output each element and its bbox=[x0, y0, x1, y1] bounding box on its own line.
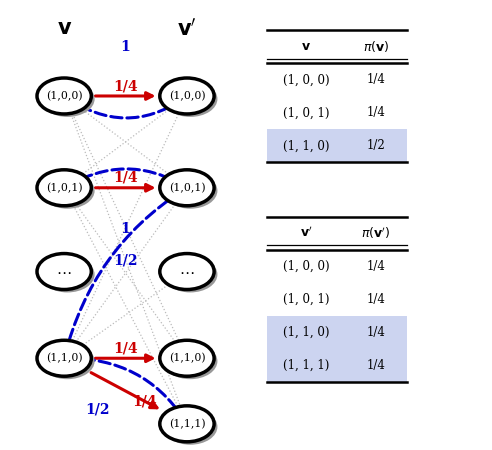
Text: (1, 1, 0): (1, 1, 0) bbox=[283, 325, 330, 338]
Text: (1, 0, 0): (1, 0, 0) bbox=[283, 260, 330, 273]
Ellipse shape bbox=[40, 256, 94, 292]
Ellipse shape bbox=[37, 340, 92, 376]
Bar bbox=[267, 315, 406, 348]
Ellipse shape bbox=[160, 170, 214, 206]
Text: 1/4: 1/4 bbox=[113, 342, 138, 356]
Ellipse shape bbox=[40, 173, 94, 209]
Ellipse shape bbox=[163, 173, 217, 209]
Text: 1/4: 1/4 bbox=[367, 106, 385, 119]
Text: (1,0,0): (1,0,0) bbox=[169, 91, 205, 101]
Text: 1/4: 1/4 bbox=[113, 79, 138, 93]
Text: 1/2: 1/2 bbox=[367, 140, 385, 153]
Text: 1: 1 bbox=[121, 222, 130, 236]
Text: $\cdots$: $\cdots$ bbox=[57, 264, 72, 279]
Ellipse shape bbox=[163, 81, 217, 117]
Text: $\pi(\mathbf{v}')$: $\pi(\mathbf{v}')$ bbox=[361, 225, 391, 241]
Text: 1/2: 1/2 bbox=[85, 402, 109, 416]
Ellipse shape bbox=[163, 343, 217, 379]
Text: (1,0,0): (1,0,0) bbox=[46, 91, 83, 101]
Ellipse shape bbox=[37, 78, 92, 114]
Text: 1/2: 1/2 bbox=[113, 254, 138, 268]
Ellipse shape bbox=[163, 409, 217, 445]
Ellipse shape bbox=[37, 253, 92, 289]
Text: 1/4: 1/4 bbox=[367, 325, 385, 338]
Ellipse shape bbox=[160, 406, 214, 442]
Text: (1, 1, 1): (1, 1, 1) bbox=[283, 359, 330, 372]
Text: 1/4: 1/4 bbox=[367, 292, 385, 306]
Ellipse shape bbox=[40, 81, 94, 117]
Text: (1, 0, 1): (1, 0, 1) bbox=[283, 292, 330, 306]
Text: 1/4: 1/4 bbox=[132, 395, 157, 409]
Text: $\cdots$: $\cdots$ bbox=[179, 264, 195, 279]
Text: 1/4: 1/4 bbox=[367, 359, 385, 372]
Text: 1/4: 1/4 bbox=[367, 260, 385, 273]
Text: $\pi(\mathbf{v})$: $\pi(\mathbf{v})$ bbox=[363, 40, 389, 54]
Text: $\mathbf{v}'$: $\mathbf{v}'$ bbox=[177, 17, 197, 39]
Text: 1/4: 1/4 bbox=[367, 73, 385, 86]
Text: (1, 0, 0): (1, 0, 0) bbox=[283, 73, 330, 86]
Ellipse shape bbox=[160, 78, 214, 114]
Ellipse shape bbox=[40, 343, 94, 379]
Ellipse shape bbox=[160, 253, 214, 289]
Text: 1: 1 bbox=[121, 40, 130, 54]
Text: $\mathbf{v}$: $\mathbf{v}$ bbox=[57, 18, 72, 38]
Text: (1,0,1): (1,0,1) bbox=[46, 183, 83, 193]
Text: (1,1,0): (1,1,0) bbox=[169, 353, 205, 364]
Text: (1, 1, 0): (1, 1, 0) bbox=[283, 140, 330, 153]
Bar bbox=[267, 130, 406, 162]
Text: 1/4: 1/4 bbox=[113, 171, 138, 184]
Text: (1, 0, 1): (1, 0, 1) bbox=[283, 106, 330, 119]
Ellipse shape bbox=[37, 170, 92, 206]
Ellipse shape bbox=[163, 256, 217, 292]
Text: (1,1,0): (1,1,0) bbox=[46, 353, 83, 364]
Text: (1,1,1): (1,1,1) bbox=[169, 418, 205, 429]
Bar bbox=[267, 348, 406, 382]
Text: $\mathbf{v}'$: $\mathbf{v}'$ bbox=[300, 226, 312, 240]
Ellipse shape bbox=[160, 340, 214, 376]
Text: (1,0,1): (1,0,1) bbox=[169, 183, 205, 193]
Text: $\mathbf{v}$: $\mathbf{v}$ bbox=[301, 40, 311, 54]
